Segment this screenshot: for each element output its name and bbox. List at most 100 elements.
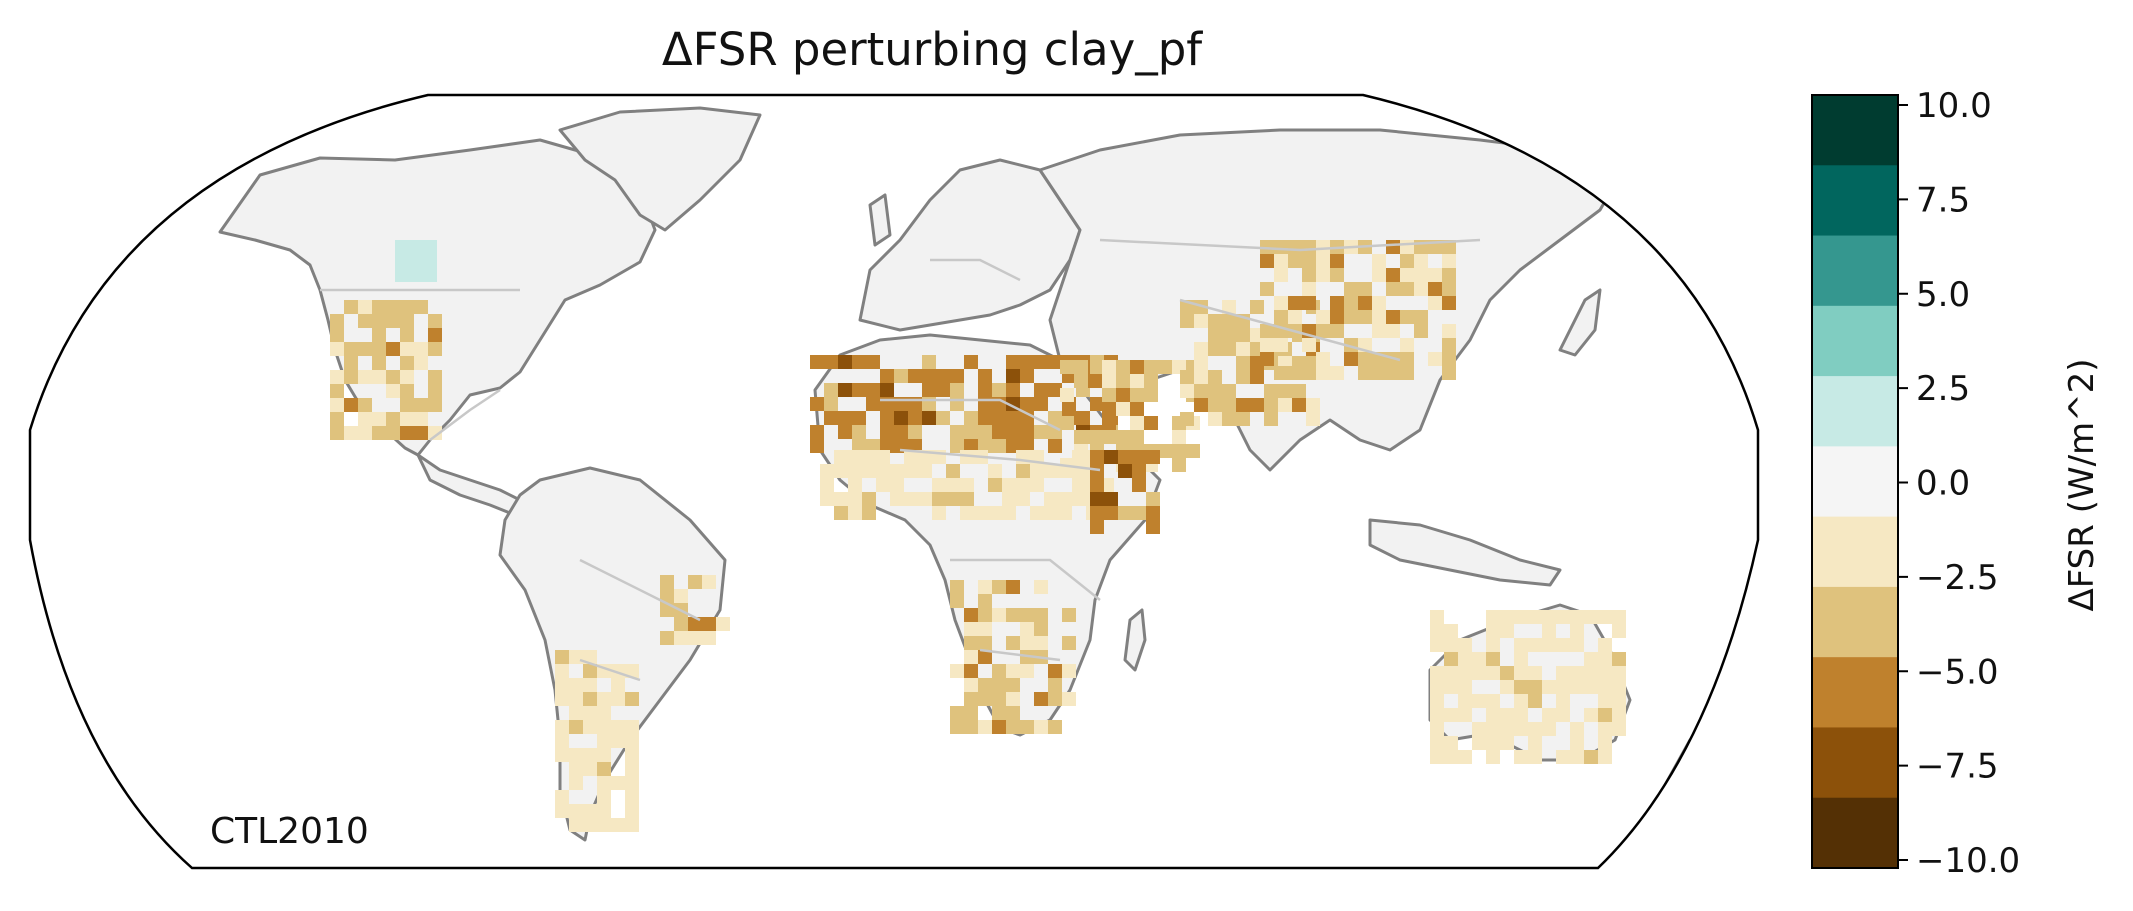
heatmap-cell [569,678,583,692]
heatmap-cell [428,328,442,342]
colorbar-tick-label: 7.5 [1916,180,1970,220]
heatmap-cell [946,478,960,492]
heatmap-cell [1458,680,1472,694]
heatmap-cell [1116,374,1130,388]
heatmap-cell [1500,666,1514,680]
heatmap-cell [810,397,824,411]
heatmap-cell [625,748,639,762]
heatmap-cell [330,412,344,426]
heatmap-cell [810,425,824,439]
heatmap-cell [1090,450,1104,464]
heatmap-cell [625,720,639,734]
heatmap-cell [1062,664,1076,678]
heatmap-cell [1158,360,1172,374]
heatmap-cell [1316,254,1330,268]
heatmap-cell [1302,296,1316,310]
heatmap-cell [400,300,414,314]
heatmap-cell [964,706,978,720]
heatmap-cell [1556,708,1570,722]
heatmap-cell [597,748,611,762]
colorbar-band [1812,376,1898,447]
heatmap-cell [372,300,386,314]
heatmap-cell [1048,692,1062,706]
heatmap-cell [583,706,597,720]
heatmap-cell [1430,680,1444,694]
heatmap-cell [1598,750,1612,764]
heatmap-cell [922,411,936,425]
heatmap-cell [1020,397,1034,411]
heatmap-cell [1274,268,1288,282]
heatmap-cell [1132,478,1146,492]
heatmap-cell [1146,520,1160,534]
heatmap-cell [1302,268,1316,282]
heatmap-cell [1486,694,1500,708]
heatmap-cell [950,369,964,383]
heatmap-cell [583,720,597,734]
heatmap-cell [950,425,964,439]
heatmap-cell [395,268,409,282]
heatmap-cell [1442,282,1456,296]
heatmap-cell [1542,638,1556,652]
heatmap-cell [1116,388,1130,402]
heatmap-cell [946,464,960,478]
heatmap-cell [908,439,922,453]
heatmap-cell [597,706,611,720]
heatmap-cell [1034,383,1048,397]
heatmap-cell [1372,310,1386,324]
experiment-label: CTL2010 [210,811,369,852]
heatmap-cell [1048,720,1062,734]
heatmap-cell [978,580,992,594]
heatmap-cell [395,240,409,254]
heatmap-cell [1316,352,1330,366]
heatmap-cell [964,439,978,453]
heatmap-cell [555,748,569,762]
heatmap-cell [1556,666,1570,680]
heatmap-cell [1144,416,1158,430]
heatmap-cell [1556,638,1570,652]
heatmap-cell [1072,492,1086,506]
heatmap-cell [838,355,852,369]
heatmap-cell [1458,666,1472,680]
heatmap-cell [372,370,386,384]
heatmap-cell [1358,352,1372,366]
heatmap-cell [1020,369,1034,383]
heatmap-cell [960,492,974,506]
heatmap-cell [890,478,904,492]
heatmap-cell [1044,464,1058,478]
map-outline [28,93,1760,870]
heatmap-cell [1048,439,1062,453]
heatmap-cell [1274,240,1288,254]
heatmap-cell [1330,366,1344,380]
heatmap-cell [866,397,880,411]
heatmap-cell [660,631,674,645]
heatmap-cell [1288,296,1302,310]
heatmap-cell [1570,680,1584,694]
heatmap-cell [1034,425,1048,439]
heatmap-cell [1430,736,1444,750]
heatmap-cell [932,492,946,506]
heatmap-cell [978,411,992,425]
heatmap-cell [1030,478,1044,492]
heatmap-cell [824,355,838,369]
heatmap-cell [964,678,978,692]
heatmap-cell [428,426,442,440]
heatmap-cell [611,692,625,706]
heatmap-cell [716,617,730,631]
heatmap-cell [1130,416,1144,430]
heatmap-cell [978,594,992,608]
heatmap-cell [1428,282,1442,296]
heatmap-cell [848,492,862,506]
heatmap-cell [660,575,674,589]
heatmap-cell [1316,324,1330,338]
heatmap-cell [1264,384,1278,398]
heatmap-cell [1442,366,1456,380]
heatmap-cell [1400,352,1414,366]
heatmap-cell [1090,355,1104,369]
heatmap-cell [1146,492,1160,506]
heatmap-cell [1514,638,1528,652]
heatmap-cell [1430,624,1444,638]
heatmap-cell [1612,610,1626,624]
heatmap-cell [880,369,894,383]
heatmap-cell [838,383,852,397]
heatmap-cell [960,478,974,492]
